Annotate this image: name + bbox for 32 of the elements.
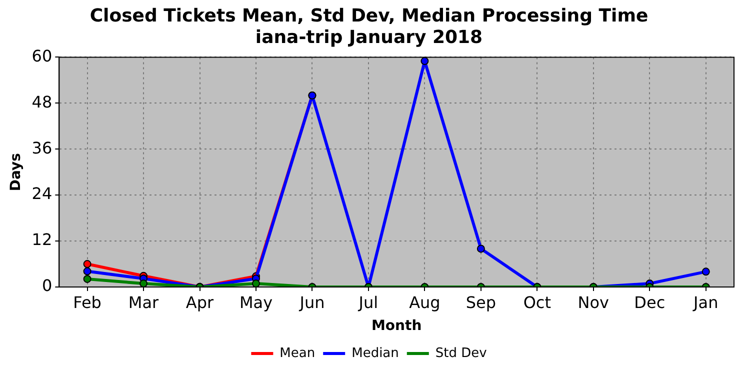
- y-tick-label: 24: [32, 184, 52, 204]
- x-tick-label: Feb: [73, 292, 102, 312]
- x-tick-label: May: [239, 292, 273, 312]
- y-tick-label: 0: [42, 276, 52, 296]
- x-tick-label: Jan: [692, 292, 718, 312]
- point: [476, 244, 485, 253]
- x-tick-label: Mar: [128, 292, 160, 312]
- x-tick-label: Jul: [358, 292, 378, 312]
- x-tick-label: Aug: [409, 292, 440, 312]
- x-tick-label: Oct: [523, 292, 552, 312]
- y-tick-label: 48: [32, 92, 52, 112]
- legend-label: Std Dev: [435, 346, 488, 361]
- chart-title: Closed Tickets Mean, Std Dev, Median Processing Time iana-trip January 2018: [90, 5, 648, 48]
- y-axis-title: Days: [8, 153, 24, 192]
- legend-label: Median: [352, 346, 399, 361]
- point: [140, 280, 148, 287]
- y-tick-label: 36: [32, 138, 52, 158]
- point: [252, 280, 260, 287]
- x-tick-label: Dec: [634, 292, 666, 312]
- x-tick-label: Sep: [466, 292, 496, 312]
- point: [83, 267, 92, 276]
- point: [420, 57, 429, 66]
- point: [702, 268, 710, 276]
- x-axis-title: Month: [371, 318, 422, 334]
- x-tick-label: Jun: [298, 292, 325, 312]
- y-tick-label: 12: [32, 230, 52, 250]
- x-tick-label: Apr: [186, 292, 214, 312]
- point: [83, 260, 92, 268]
- x-tick-label: Nov: [578, 292, 610, 312]
- point: [83, 274, 92, 283]
- y-tick-label: 60: [32, 46, 52, 66]
- legend-label: Mean: [280, 346, 316, 361]
